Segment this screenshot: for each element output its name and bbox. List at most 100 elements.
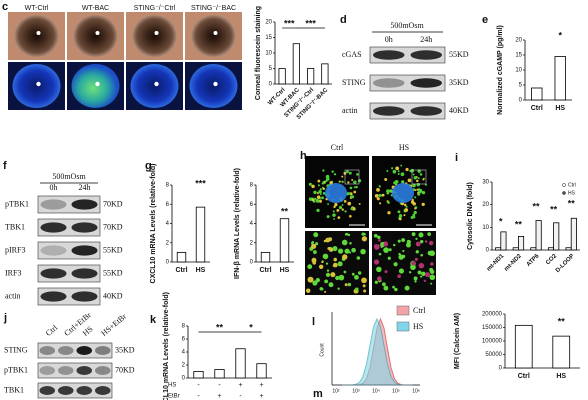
eye-reflection <box>95 81 100 87</box>
bar <box>260 251 271 263</box>
mito-dot <box>307 264 313 270</box>
condition-name: HS <box>168 383 176 389</box>
mito-dot <box>351 272 355 276</box>
mito-dot <box>325 237 331 243</box>
mito-dot <box>350 207 354 211</box>
y-tick-label: 10 <box>265 51 272 57</box>
blot-band <box>373 78 405 88</box>
blot-band <box>39 386 56 395</box>
mito-dot <box>420 188 423 191</box>
mito-dot <box>404 208 409 212</box>
mito-dot <box>323 239 327 243</box>
mito-dot <box>354 287 359 292</box>
blot-band <box>94 346 111 355</box>
significance-label: *** <box>195 178 206 188</box>
mito-dot <box>418 262 425 269</box>
y-tick-label: 0 <box>182 376 186 382</box>
mito-dot <box>311 184 315 189</box>
mito-dot <box>414 207 417 210</box>
y-axis-label: Cytosolic DNA (fold) <box>467 182 474 250</box>
mito-dot <box>319 188 322 191</box>
mito-dot <box>325 262 329 265</box>
blot-band <box>410 106 442 116</box>
mito-dot <box>362 284 366 288</box>
mito-dot <box>417 192 420 195</box>
significance-label: * <box>558 30 562 40</box>
mito-dot <box>325 179 328 182</box>
mito-dot <box>341 180 344 184</box>
bar <box>278 68 286 85</box>
mito-dot <box>356 256 361 260</box>
blot-kd-label: 70KD <box>115 365 135 374</box>
mito-dot <box>317 179 321 183</box>
blot-row-label: actin <box>5 291 21 300</box>
mito-dot <box>341 175 344 178</box>
blot-kd-label: 55KD <box>103 268 123 277</box>
mito-dot <box>378 238 381 242</box>
mito-dot <box>429 240 434 246</box>
blot-header: 500mOsm <box>52 172 86 181</box>
y-tick-label: 20 <box>482 202 489 208</box>
blot-band <box>373 50 405 60</box>
mito-dot <box>347 282 352 287</box>
x-tick-label: Ctrl <box>259 267 271 274</box>
panel-letter: d <box>340 14 347 26</box>
bar <box>176 251 187 263</box>
mito-dot <box>333 257 337 262</box>
mito-dot <box>420 275 423 278</box>
mito-dot <box>401 238 406 242</box>
mito-dot <box>332 246 338 252</box>
mito-dot <box>344 248 350 254</box>
eye-cornea <box>189 64 238 108</box>
condition-value: + <box>259 382 263 389</box>
mito-dot <box>373 233 378 238</box>
mito-dot <box>357 271 362 275</box>
bar <box>535 220 542 251</box>
mito-dot <box>374 280 378 284</box>
significance-label: ** <box>558 316 566 326</box>
x-tick-label: 10⁵ <box>392 388 400 394</box>
blot-kd-label: 55KD <box>103 245 123 254</box>
eye-iris <box>14 15 59 57</box>
y-tick-label: 150000 <box>482 325 503 331</box>
mito-dot <box>360 248 366 255</box>
legend-swatch <box>396 321 410 332</box>
mito-dot <box>392 169 397 174</box>
y-axis-label: CXCL10 mRNA Levels (relative-fold) <box>163 292 170 400</box>
mito-dot <box>321 196 325 200</box>
mito-dot <box>378 185 381 188</box>
x-tick-label: HS <box>556 373 566 380</box>
bar <box>193 371 204 379</box>
mito-dot <box>382 282 386 287</box>
mito-dot <box>334 203 338 207</box>
mito-dot <box>338 180 341 183</box>
mito-dot <box>413 276 418 281</box>
panel-letter: i <box>455 152 458 164</box>
mito-dot <box>373 244 380 250</box>
mito-dot <box>376 276 382 281</box>
mito-dot <box>393 262 398 267</box>
blot-kd-label: 35KD <box>449 78 469 87</box>
mito-dot <box>386 170 389 173</box>
bar <box>518 235 525 251</box>
mito-dot <box>337 287 340 290</box>
x-tick-label: 10⁴ <box>372 388 380 394</box>
mito-dot <box>403 203 407 207</box>
mito-dot <box>331 170 334 173</box>
mito-dot <box>398 268 405 274</box>
blot-row-label: TBK1 <box>5 222 25 231</box>
y-axis-label: IFN-β mRNA Levels (relative-fold) <box>234 168 241 279</box>
mito-dot <box>307 276 314 283</box>
significance-label: ** <box>550 204 558 214</box>
mito-dot <box>423 279 427 282</box>
significance-label: ** <box>515 219 523 229</box>
mito-dot <box>315 242 319 246</box>
mito-dot <box>419 173 423 176</box>
bar <box>195 206 206 263</box>
mito-dot <box>344 283 348 287</box>
mito-dot <box>341 208 344 211</box>
mito-dot <box>347 233 351 237</box>
eye-reflection <box>36 31 41 35</box>
blot-band <box>76 386 93 395</box>
y-tick-label: 0 <box>499 366 503 372</box>
